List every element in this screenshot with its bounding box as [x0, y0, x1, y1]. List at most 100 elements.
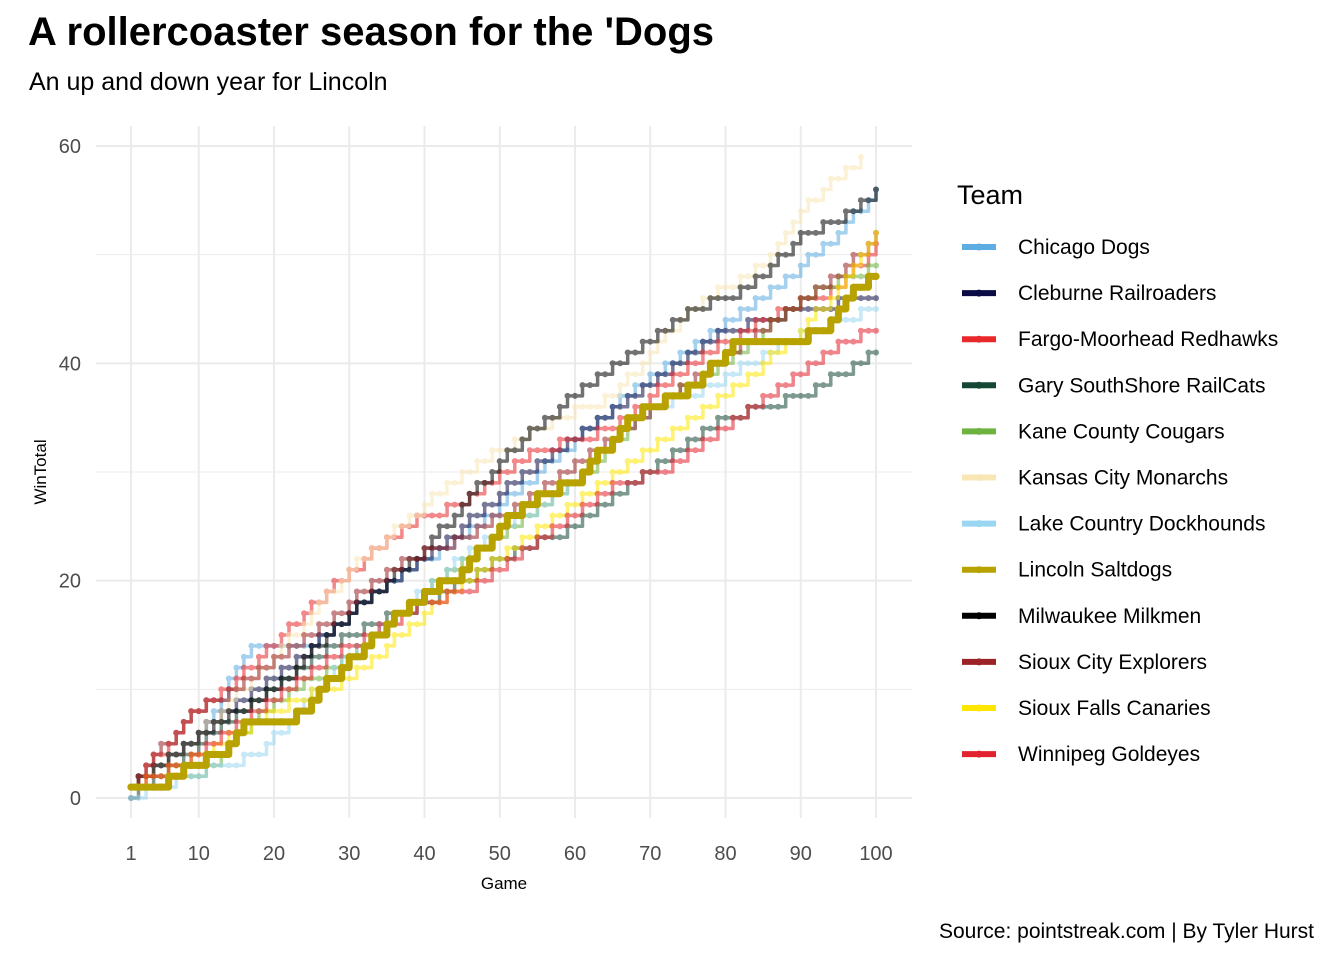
legend-item: Fargo-Moorhead Redhawks — [962, 328, 1278, 351]
data-point — [601, 446, 609, 454]
data-point — [850, 316, 857, 323]
data-point — [850, 338, 857, 345]
data-point — [639, 403, 647, 411]
series-sioux-falls-canaries — [128, 229, 879, 791]
data-point — [459, 534, 466, 541]
data-point — [173, 762, 180, 769]
data-point — [812, 197, 819, 204]
data-point — [715, 327, 721, 334]
data-point — [857, 251, 864, 258]
data-point — [767, 338, 775, 346]
data-point — [187, 761, 195, 770]
data-point — [263, 664, 270, 671]
data-point — [474, 566, 481, 573]
data-point — [338, 632, 345, 638]
data-point — [376, 588, 383, 595]
data-point — [820, 349, 827, 356]
data-point — [737, 273, 744, 280]
data-point — [827, 219, 834, 226]
data-point — [873, 349, 879, 356]
data-point — [218, 729, 225, 736]
data-point — [632, 382, 639, 389]
data-point — [647, 349, 654, 356]
data-point — [255, 686, 262, 693]
data-point — [286, 664, 292, 671]
data-point — [571, 479, 579, 487]
data-point — [444, 545, 451, 552]
data-point — [654, 382, 661, 389]
data-point — [218, 762, 225, 769]
data-point — [413, 598, 421, 607]
data-point — [669, 458, 676, 465]
data-point — [752, 327, 759, 334]
data-point — [368, 621, 375, 628]
data-point — [541, 490, 549, 498]
data-point — [662, 469, 669, 475]
data-point — [647, 382, 654, 389]
data-point — [248, 697, 255, 704]
data-point — [662, 327, 669, 334]
data-point — [677, 447, 684, 454]
data-point — [677, 360, 684, 367]
data-point — [864, 272, 873, 280]
data-point — [752, 262, 759, 269]
data-point — [722, 295, 729, 302]
data-point — [624, 349, 631, 356]
y-tick-label: 40 — [59, 353, 81, 375]
data-point — [692, 349, 699, 356]
data-point — [444, 566, 451, 573]
data-point — [587, 403, 593, 410]
data-point — [165, 772, 173, 780]
data-point — [835, 229, 842, 236]
data-point — [730, 371, 736, 378]
data-point — [849, 283, 858, 291]
data-point — [262, 718, 271, 726]
data-point — [556, 534, 563, 541]
data-point — [722, 316, 729, 323]
data-point — [255, 697, 262, 704]
data-point — [526, 490, 533, 497]
data-point — [232, 729, 240, 737]
data-point — [534, 534, 541, 541]
data-point — [548, 490, 557, 498]
data-point — [127, 783, 135, 791]
data-point — [572, 458, 578, 465]
data-point — [293, 642, 300, 649]
data-point — [684, 447, 691, 454]
data-point — [812, 382, 819, 389]
data-point — [646, 403, 654, 411]
data-point — [271, 675, 277, 682]
legend-item: Kansas City Monarchs — [962, 467, 1228, 490]
data-point — [722, 338, 729, 345]
x-tick-label: 70 — [639, 843, 661, 865]
data-point — [857, 273, 864, 280]
data-point — [203, 740, 210, 747]
data-point — [617, 382, 624, 389]
data-point — [180, 740, 187, 747]
data-point — [842, 273, 849, 280]
data-point — [195, 773, 202, 780]
data-point — [316, 653, 323, 660]
data-point — [594, 479, 601, 486]
legend-item: Milwaukee Milkmen — [962, 605, 1201, 628]
data-point — [556, 523, 563, 530]
data-point — [496, 566, 503, 573]
data-point — [331, 664, 338, 671]
data-point — [639, 338, 646, 345]
data-point — [429, 512, 435, 519]
data-point — [481, 479, 488, 486]
data-point — [248, 675, 255, 682]
data-point — [225, 708, 232, 715]
data-point — [360, 642, 368, 650]
data-point — [745, 273, 752, 280]
data-point — [699, 349, 706, 356]
data-point — [699, 403, 706, 410]
data-point — [165, 762, 172, 769]
data-point — [865, 349, 872, 356]
data-point — [277, 718, 286, 726]
data-point — [368, 653, 375, 660]
data-point — [353, 642, 360, 649]
data-point — [572, 501, 578, 508]
data-point — [737, 327, 744, 334]
data-point — [579, 436, 586, 443]
